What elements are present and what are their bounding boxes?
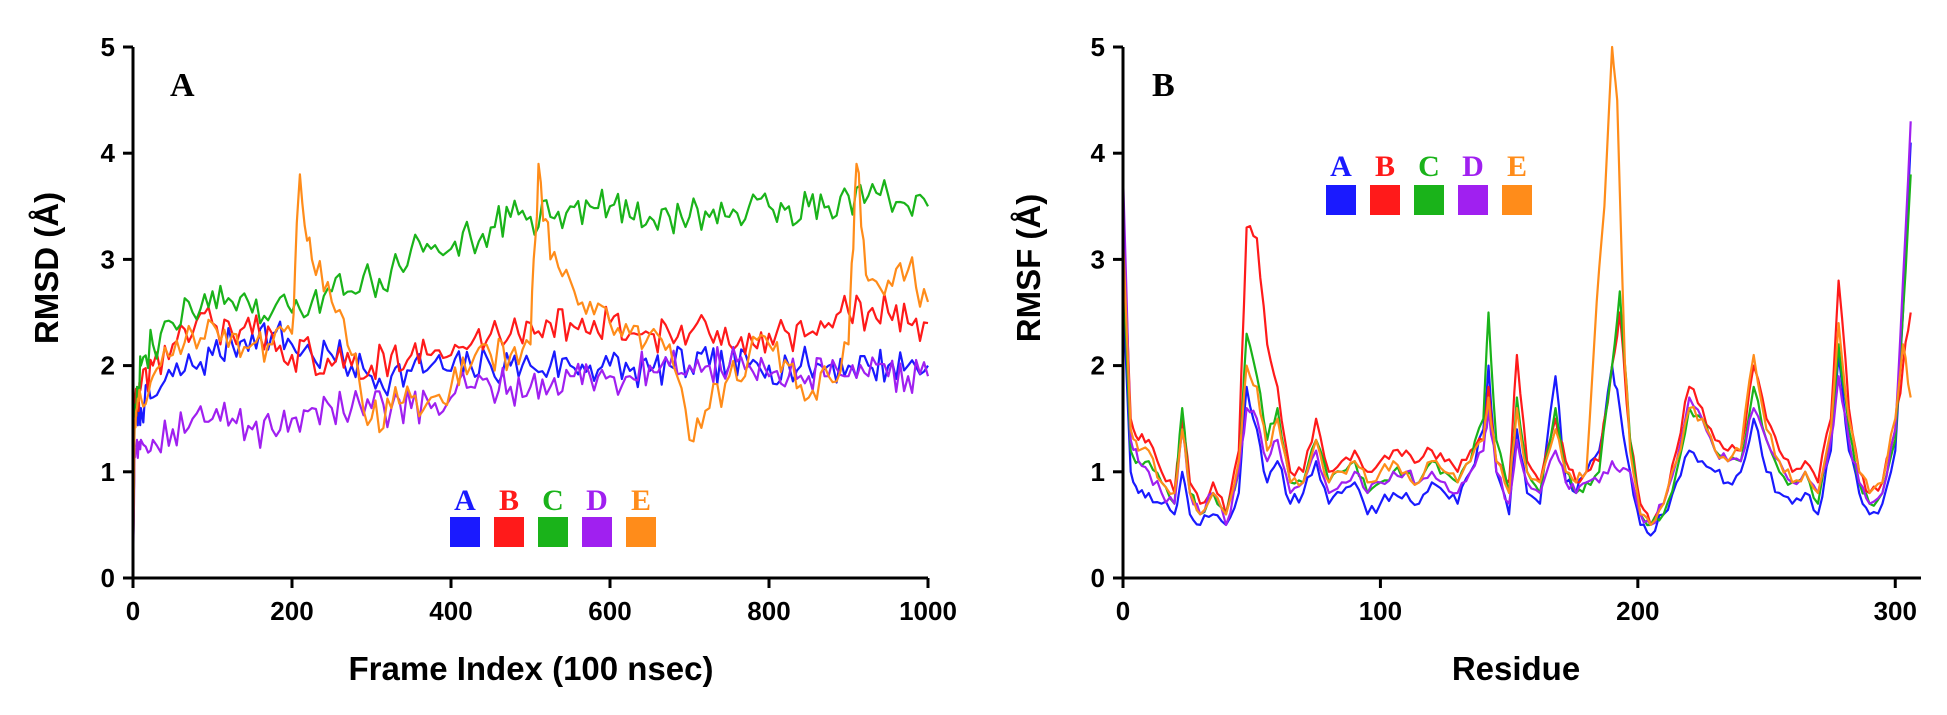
x-tick-label: 800	[747, 596, 790, 626]
y-tick-label: 5	[1091, 32, 1105, 62]
y-tick-label: 0	[1091, 563, 1105, 593]
series-line-a	[131, 320, 929, 579]
y-tick-label: 3	[1091, 244, 1105, 274]
rmsf-axes: 0 1 2 3 4 5 0 100 200 300	[1091, 32, 1921, 626]
y-tick-label: 1	[1091, 457, 1105, 487]
series-line-e	[131, 162, 930, 579]
rmsd-axes: 0 1 2 3 4 5 0 200 400 600 800 1000	[101, 32, 957, 626]
legend-label-b: B	[499, 484, 519, 517]
x-tick-label: 300	[1874, 596, 1917, 626]
legend-swatch-d	[1458, 185, 1488, 215]
y-tick-label: 2	[101, 351, 115, 381]
x-tick-label: 400	[429, 596, 472, 626]
legend-swatch-d	[582, 517, 612, 547]
x-tick-label: 200	[270, 596, 313, 626]
rmsf-x-axis-title: Residue	[1452, 650, 1580, 687]
legend-label-e: E	[631, 484, 651, 517]
rmsd-x-axis-title: Frame Index (100 nsec)	[349, 650, 714, 687]
legend-label-d: D	[1462, 150, 1484, 183]
x-tick-label: 600	[588, 596, 631, 626]
series-line-e	[1121, 45, 1912, 526]
y-tick-label: 2	[1091, 351, 1105, 381]
legend-label-b: B	[1375, 150, 1395, 183]
y-tick-label: 1	[101, 457, 115, 487]
rmsf-series-group	[1121, 45, 1912, 537]
legend-swatch-c	[1414, 185, 1444, 215]
y-tick-label: 4	[1091, 138, 1106, 168]
legend-label-a: A	[454, 484, 476, 517]
legend-label-a: A	[1330, 150, 1352, 183]
rmsf-y-axis-title: RMSF (Å)	[1010, 194, 1047, 342]
y-tick-label: 3	[101, 244, 115, 274]
panel-label-b: B	[1152, 67, 1175, 104]
panel-label-a: A	[170, 67, 195, 104]
series-line-d	[1121, 121, 1912, 526]
legend-swatch-a	[450, 517, 480, 547]
legend-label-c: C	[1418, 150, 1440, 183]
x-tick-label: 1000	[899, 596, 957, 626]
y-tick-label: 5	[101, 32, 115, 62]
y-tick-label: 4	[101, 138, 116, 168]
x-tick-label: 0	[126, 596, 140, 626]
legend-swatch-b	[494, 517, 524, 547]
series-line-b	[1121, 216, 1912, 526]
x-tick-label: 0	[1116, 596, 1130, 626]
legend-swatch-e	[626, 517, 656, 547]
legend-swatch-a	[1326, 185, 1356, 215]
x-tick-label: 100	[1359, 596, 1402, 626]
rmsd-y-axis-title: RMSD (Å)	[28, 192, 65, 344]
rmsd-series-group	[131, 162, 930, 579]
legend-swatch-b	[1370, 185, 1400, 215]
legend-swatch-c	[538, 517, 568, 547]
legend-swatch-e	[1502, 185, 1532, 215]
legend-label-e: E	[1507, 150, 1527, 183]
series-line-d	[131, 346, 930, 579]
series-line-c	[131, 179, 929, 579]
legend-label-c: C	[542, 484, 564, 517]
y-tick-label: 0	[101, 563, 115, 593]
rmsd-chart: RMSD (Å) Frame Index (100 nsec) A 0 1 2 3 4 5…	[28, 32, 957, 687]
x-tick-label: 200	[1616, 596, 1659, 626]
legend-label-d: D	[586, 484, 608, 517]
